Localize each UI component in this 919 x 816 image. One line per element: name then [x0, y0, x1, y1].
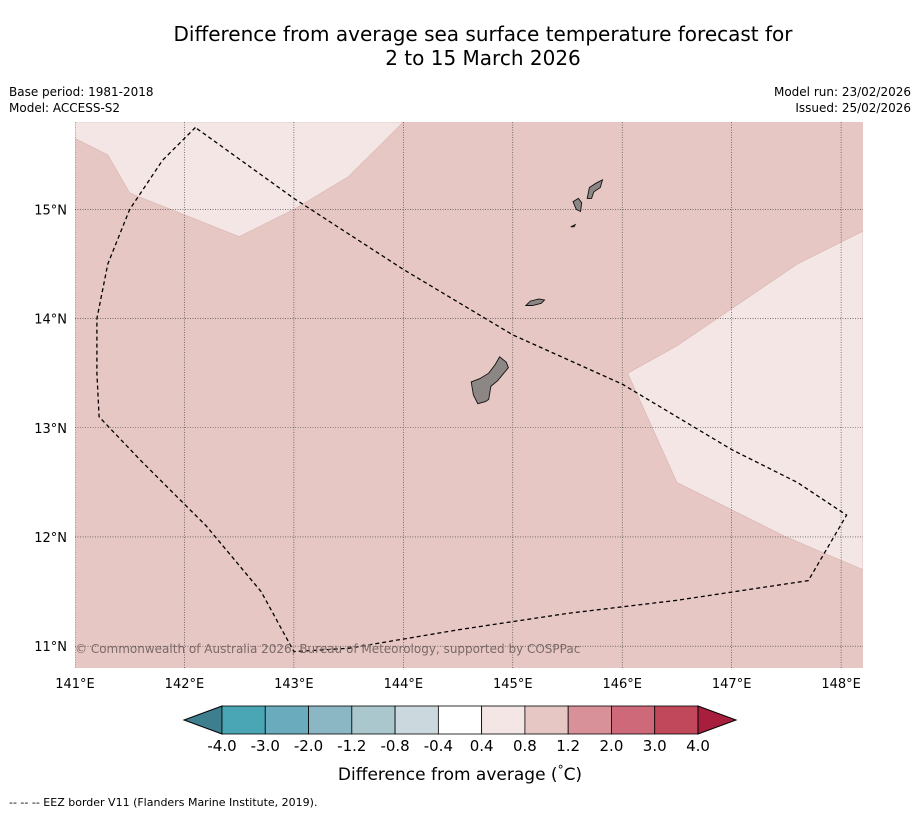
island-rota — [524, 298, 546, 306]
colorbar-tick-label: -0.4 — [424, 737, 453, 755]
island-guam — [470, 356, 509, 405]
colorbar-extend-low — [182, 705, 223, 735]
colorbar-tick-label: -0.8 — [380, 737, 409, 755]
lon-tick-label: 144°E — [384, 677, 424, 692]
metadata-right: Model run: 23/02/2026 Issued: 25/02/2026 — [774, 84, 911, 116]
lat-tick-label: 14°N — [34, 313, 67, 328]
copyright-text: © Commonwealth of Australia 2026, Bureau… — [75, 642, 580, 656]
map-plot-area: © Commonwealth of Australia 2026, Bureau… — [75, 122, 863, 668]
lat-tick-label: 12°N — [34, 531, 67, 546]
model-name: Model: ACCESS-S2 — [9, 101, 121, 115]
cooler-patch-northwest — [75, 122, 404, 238]
colorbar-tick-label: -2.0 — [294, 737, 323, 755]
colorbar-tick-label: -1.2 — [337, 737, 366, 755]
colorbar-tick-label: 0.4 — [470, 737, 494, 755]
sst-anomaly-map: © Commonwealth of Australia 2026, Bureau… — [34, 122, 863, 785]
colorbar-segment — [221, 705, 266, 735]
lon-tick-label: 147°E — [712, 677, 752, 692]
lat-tick-label: 11°N — [34, 640, 67, 655]
colorbar-segment — [481, 705, 526, 735]
colorbar-segment — [394, 705, 439, 735]
base-period: Base period: 1981-2018 — [9, 85, 154, 99]
colorbar-segment — [654, 705, 699, 735]
colorbar-tick-label: -3.0 — [251, 737, 280, 755]
colorbar-segment — [351, 705, 396, 735]
lon-tick-label: 146°E — [602, 677, 642, 692]
colorbar: -4.0 -3.0 -2.0 -1.2 -0.8 -0.4 0.4 0.8 1.2 2.0 3.0 4… — [182, 705, 738, 785]
colorbar-tick-label: 2.0 — [600, 737, 624, 755]
lat-tick-label: 13°N — [34, 422, 67, 437]
colorbar-segment — [437, 705, 483, 735]
colorbar-extend-high — [697, 705, 738, 735]
colorbar-tick-label: 4.0 — [686, 737, 710, 755]
title-line-2: 2 to 15 March 2026 — [385, 46, 581, 70]
title-line-1: Difference from average sea surface temp… — [173, 22, 793, 46]
model-run: Model run: 23/02/2026 — [773, 85, 911, 99]
colorbar-segment — [567, 705, 612, 735]
cooler-patch-east — [627, 230, 863, 571]
metadata-left: Base period: 1981-2018 Model: ACCESS-S2 — [9, 84, 154, 116]
colorbar-label: Difference from average (°C) — [338, 763, 582, 785]
lon-tick-label: 141°E — [55, 677, 95, 692]
island-tinian — [572, 197, 583, 213]
colorbar-tick-label: -4.0 — [207, 737, 236, 755]
eez-footnote: -- -- -- EEZ border V11 (Flanders Marine… — [9, 796, 318, 809]
chart-title: Difference from average sea surface temp… — [0, 22, 919, 70]
colorbar-tick-label: 3.0 — [643, 737, 667, 755]
colorbar-segment — [524, 705, 569, 735]
lon-tick-label: 145°E — [493, 677, 533, 692]
colorbar-tick-label: 0.8 — [513, 737, 537, 755]
lat-tick-label: 15°N — [34, 203, 67, 218]
colorbar-tick-label: 1.2 — [556, 737, 580, 755]
island-aguijan — [570, 223, 577, 228]
lon-tick-label: 142°E — [165, 677, 205, 692]
eez-border — [96, 126, 848, 653]
colorbar-segment — [308, 705, 353, 735]
lon-tick-label: 148°E — [821, 677, 861, 692]
lon-tick-label: 143°E — [274, 677, 314, 692]
island-saipan — [586, 179, 604, 199]
colorbar-segment — [264, 705, 309, 735]
issued-date: Issued: 25/02/2026 — [795, 101, 911, 115]
colorbar-segment — [611, 705, 656, 735]
